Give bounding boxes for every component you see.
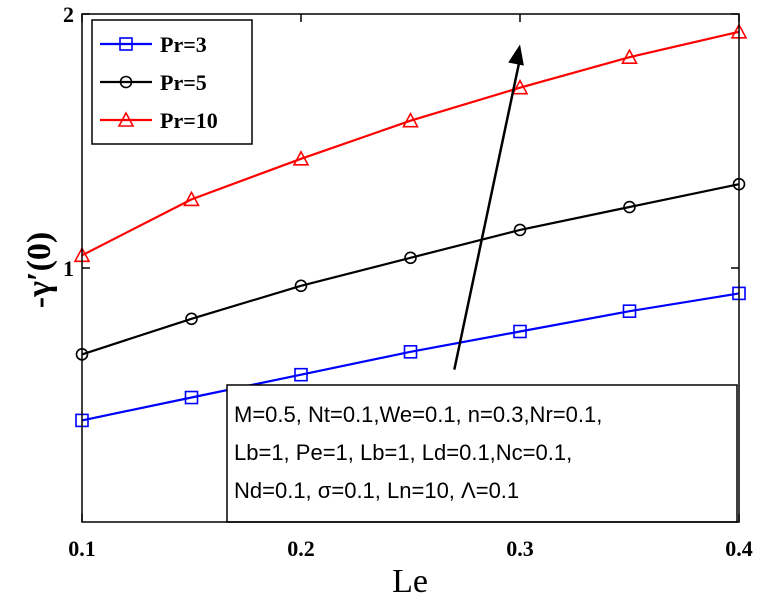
data-point	[622, 304, 637, 318]
data-point	[185, 312, 198, 326]
legend-entry: Pr=10	[160, 108, 218, 133]
data-point	[292, 150, 310, 166]
y-axis-label: -γ′(0)	[21, 232, 58, 308]
arrow-shaft	[453, 58, 522, 370]
annotation-frame	[226, 384, 738, 523]
series-line	[81, 292, 740, 422]
legend-marker	[119, 37, 133, 51]
series-line	[81, 183, 740, 356]
plot-frame	[81, 13, 740, 523]
data-point	[183, 190, 200, 207]
legend-entry: Pr=3	[160, 32, 207, 57]
data-point	[402, 111, 419, 128]
x-tick-label: 0.1	[68, 536, 96, 561]
x-tick-label: 0.2	[287, 536, 315, 561]
x-tick-label: 0.3	[506, 536, 534, 561]
legend-marker	[117, 111, 135, 127]
legend-entry: Pr=5	[160, 70, 207, 95]
data-point	[403, 345, 418, 359]
y-tick-label: 1	[63, 256, 74, 281]
data-point	[511, 78, 529, 95]
x-axis-label: Le	[392, 563, 428, 600]
annotation-line-1: M=0.5, Nt=0.1,We=0.1, n=0.3,Nr=0.1,	[234, 402, 602, 427]
data-point	[513, 223, 527, 237]
legend: Pr=3 Pr=5 Pr=10	[91, 19, 253, 145]
data-point	[184, 390, 199, 405]
data-point	[621, 48, 638, 64]
annotation-line-3: Nd=0.1, σ=0.1, Ln=10, Λ=0.1	[234, 478, 519, 503]
data-point	[294, 367, 308, 382]
annotation-line-2: Lb=1, Pe=1, Lb=1, Ld=0.1,Nc=0.1,	[234, 440, 572, 465]
trend-arrow	[453, 44, 524, 370]
legend-marker	[119, 75, 133, 89]
data-point	[294, 279, 308, 293]
annotation-box: M=0.5, Nt=0.1,We=0.1, n=0.3,Nr=0.1, Lb=1…	[226, 384, 738, 523]
series-line	[81, 30, 740, 257]
arrow-head	[508, 44, 524, 66]
data-point	[513, 324, 527, 339]
series-0	[75, 286, 746, 428]
y-tick-label: 2	[63, 2, 74, 27]
data-point	[623, 200, 636, 214]
x-tick-label: 0.4	[725, 536, 753, 561]
data-point	[404, 251, 417, 265]
